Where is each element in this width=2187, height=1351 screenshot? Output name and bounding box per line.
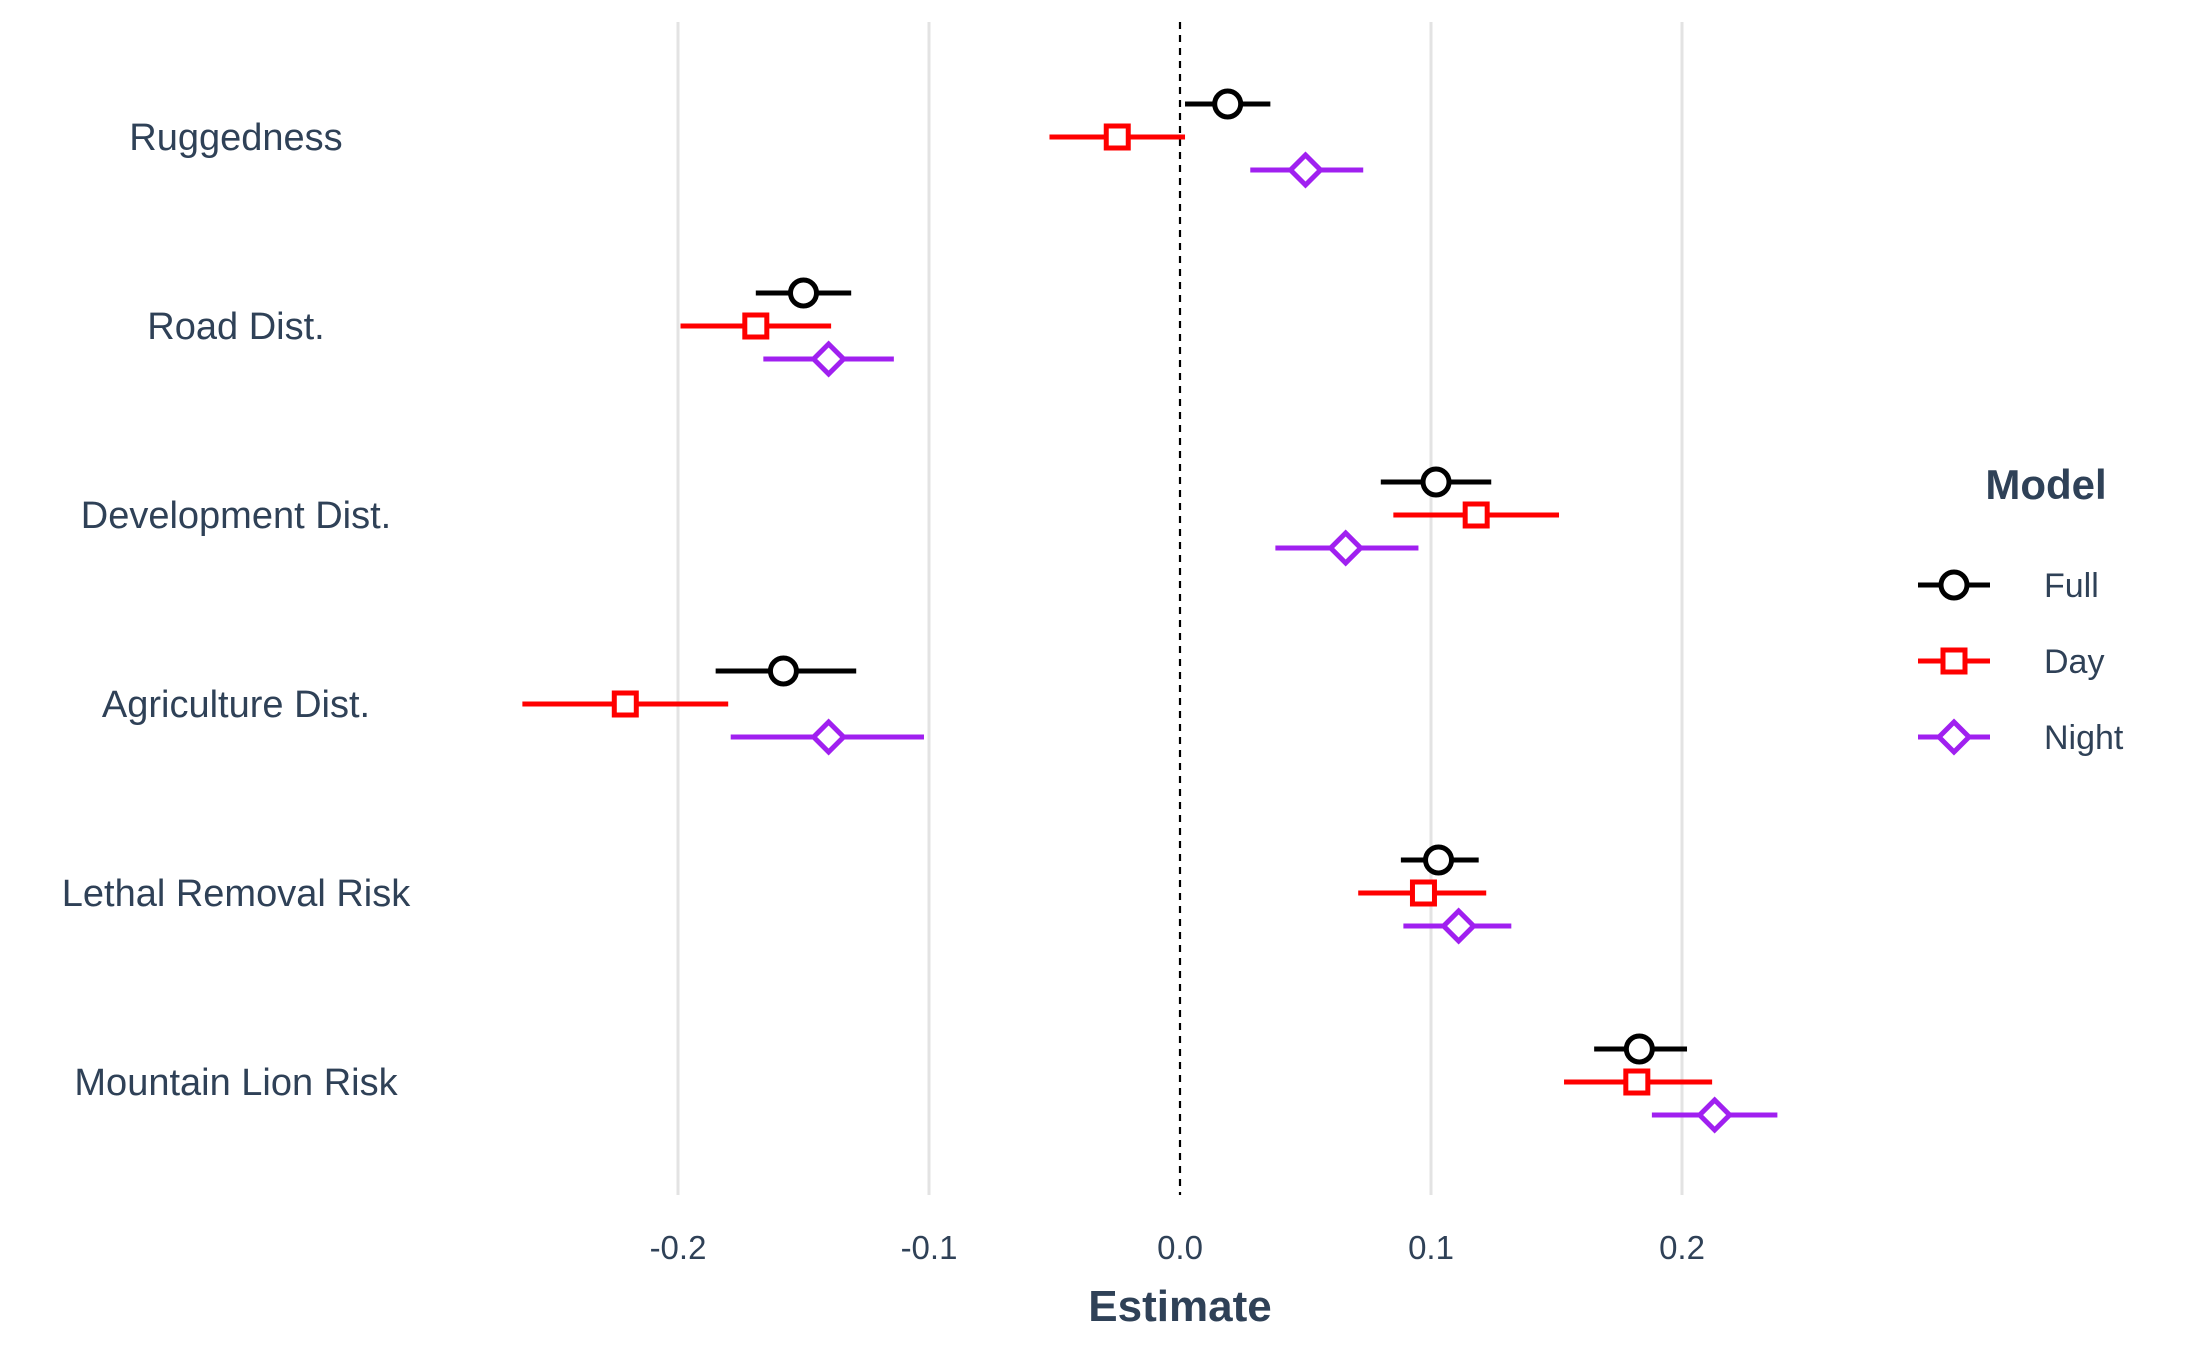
point-full: [767, 655, 799, 687]
point-night: [1327, 529, 1365, 567]
category-label: Lethal Removal Risk: [62, 873, 411, 915]
category-label: Ruggedness: [129, 117, 342, 159]
point-full: [1420, 466, 1452, 498]
legend: Model Full Day Night: [1918, 461, 2124, 757]
x-axis-tick-labels: -0.2 -0.1 0.0 0.1 0.2: [650, 1229, 1705, 1266]
series-day: [522, 123, 1713, 1096]
point-day: [611, 690, 639, 718]
legend-label: Day: [2044, 643, 2104, 681]
legend-item-night: Night: [1918, 718, 2124, 757]
point-night: [1696, 1096, 1734, 1134]
point-day: [1103, 123, 1131, 151]
point-full: [788, 277, 819, 309]
point-full: [1423, 844, 1455, 876]
x-tick-label: 0.0: [1157, 1229, 1203, 1266]
category-label: Road Dist.: [147, 306, 324, 348]
legend-item-full: Full: [1918, 567, 2099, 605]
x-axis-title: Estimate: [1088, 1282, 1271, 1331]
data-marks: [522, 88, 1778, 1134]
point-day: [1409, 879, 1437, 907]
point-night: [810, 340, 848, 378]
series-night: [730, 151, 1778, 1134]
point-day: [1623, 1068, 1651, 1096]
point-night: [1286, 151, 1325, 189]
legend-label: Night: [2044, 719, 2124, 757]
x-tick-label: 0.2: [1659, 1229, 1705, 1266]
legend-title: Model: [1985, 461, 2106, 508]
legend-items: Full Day Night: [1918, 567, 2124, 757]
point-day: [742, 312, 770, 340]
point-night: [1440, 907, 1478, 945]
point-night: [810, 718, 848, 756]
legend-key-marker: [1938, 569, 1970, 601]
category-label: Agriculture Dist.: [102, 684, 370, 726]
x-gridlines: [676, 22, 1684, 1195]
category-label: Development Dist.: [81, 495, 391, 537]
series-full: [715, 88, 1688, 1065]
x-tick-label: -0.2: [650, 1229, 707, 1266]
category-label: Mountain Lion Risk: [74, 1062, 398, 1104]
y-axis-labels: Ruggedness Road Dist. Development Dist. Agr…: [62, 117, 411, 1104]
point-day: [1462, 501, 1490, 529]
point-full: [1212, 88, 1244, 120]
legend-label: Full: [2044, 567, 2099, 605]
legend-key-marker: [1940, 647, 1968, 675]
legend-key-marker: [1935, 718, 1973, 756]
point-full: [1623, 1033, 1655, 1065]
x-tick-label: -0.1: [901, 1229, 958, 1266]
legend-item-day: Day: [1918, 643, 2104, 681]
x-tick-label: 0.1: [1408, 1229, 1454, 1266]
